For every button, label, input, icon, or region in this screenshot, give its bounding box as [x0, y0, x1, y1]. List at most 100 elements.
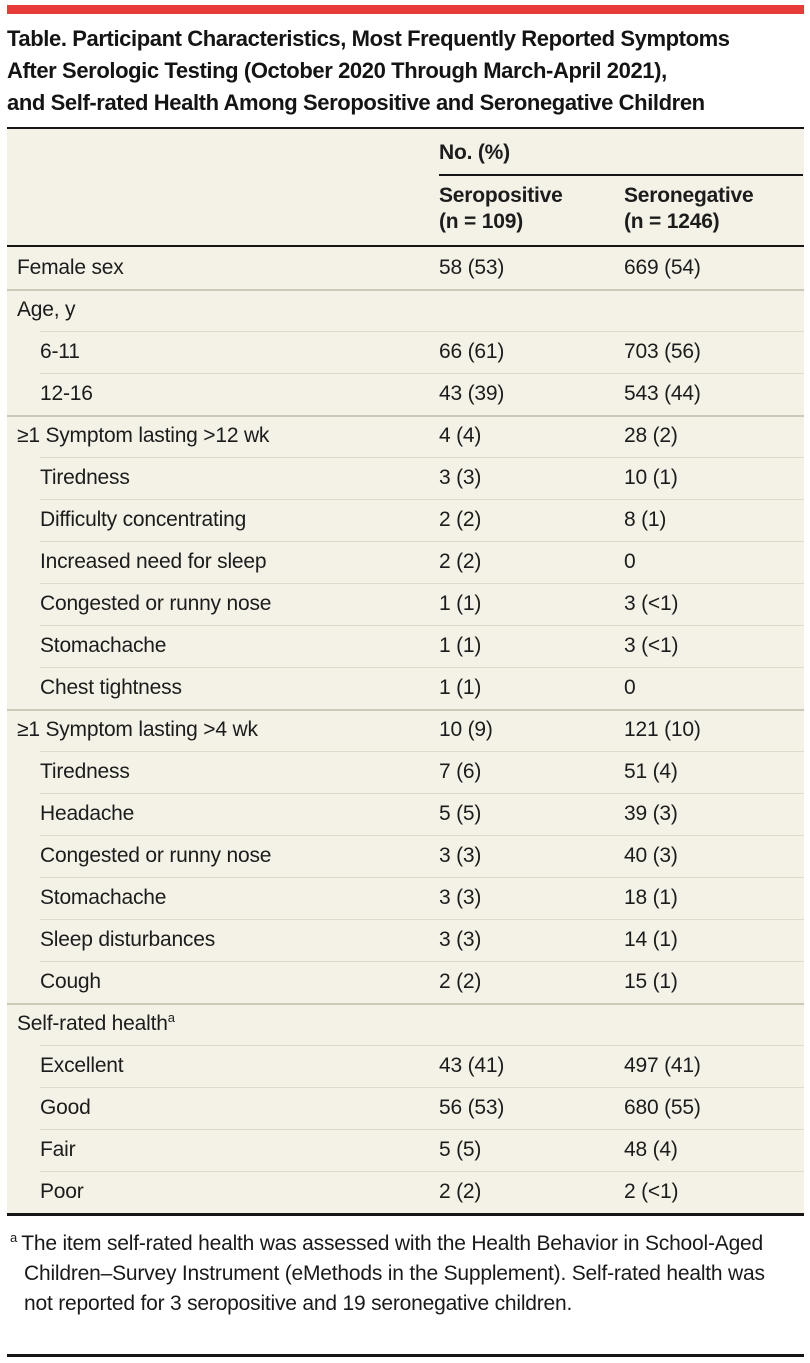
column-header-seronegative: Seronegative (n = 1246) [624, 176, 804, 245]
column-spanner: No. (%) [439, 129, 803, 176]
row-value: 703 (56) [624, 340, 701, 363]
row-label: Headache [40, 802, 135, 825]
table-title-line: After Serologic Testing (October 2020 Th… [7, 58, 667, 83]
table-row: Poor 2 (2) 2 (<1) [7, 1171, 804, 1213]
row-value: 2 (2) [439, 1180, 482, 1203]
footnote-text: The item self-rated health was assessed … [21, 1232, 765, 1315]
row-value: 43 (39) [439, 382, 505, 405]
row-value: 121 (10) [624, 718, 701, 741]
table-row: Difficulty concentrating 2 (2) 8 (1) [7, 499, 804, 541]
table-row: Self-rated healtha [7, 1003, 804, 1045]
row-value: 1 (1) [439, 592, 482, 615]
row-value: 680 (55) [624, 1096, 701, 1119]
table-body: Female sex 58 (53) 669 (54) Age, y 6-11 66 (6… [7, 247, 804, 1213]
table-row: 6-11 66 (61) 703 (56) [7, 331, 804, 373]
table-row: Congested or runny nose 1 (1) 3 (<1) [7, 583, 804, 625]
table-row: Cough 2 (2) 15 (1) [7, 961, 804, 1003]
table-footnote: a The item self-rated health was assessed… [10, 1229, 796, 1319]
bottom-divider-rule [7, 1354, 804, 1357]
journal-accent-bar [7, 5, 804, 14]
row-value: 3 (3) [439, 466, 482, 489]
table-row: Stomachache 3 (3) 18 (1) [7, 877, 804, 919]
row-value: 3 (3) [439, 928, 482, 951]
data-table: No. (%) Seropositive (n = 109) Seronegat… [7, 129, 804, 1216]
footnote-marker: a [10, 1230, 18, 1245]
row-value: 58 (53) [439, 256, 505, 279]
row-value: 18 (1) [624, 886, 678, 909]
row-label: Tiredness [40, 760, 130, 783]
row-value: 40 (3) [624, 844, 678, 867]
row-value: 0 [624, 676, 636, 699]
row-value: 543 (44) [624, 382, 701, 405]
row-label: Good [40, 1096, 91, 1119]
row-value: 669 (54) [624, 256, 701, 279]
header-empty-cell [7, 176, 439, 245]
row-value: 8 (1) [624, 508, 667, 531]
row-label: ≥1 Symptom lasting >4 wk [17, 718, 258, 741]
row-value: 39 (3) [624, 802, 678, 825]
row-value: 10 (1) [624, 466, 678, 489]
row-value: 497 (41) [624, 1054, 701, 1077]
row-value: 2 (2) [439, 508, 482, 531]
row-label: ≥1 Symptom lasting >12 wk [17, 424, 270, 447]
table-row: Fair 5 (5) 48 (4) [7, 1129, 804, 1171]
table-row: Increased need for sleep 2 (2) 0 [7, 541, 804, 583]
row-label: 12-16 [40, 382, 93, 405]
row-value: 3 (<1) [624, 634, 679, 657]
row-label: Self-rated healtha [17, 1010, 175, 1035]
row-value: 28 (2) [624, 424, 678, 447]
table-row: 12-16 43 (39) 543 (44) [7, 373, 804, 415]
row-label: 6-11 [40, 340, 80, 363]
table-title-line: and Self-rated Health Among Seropositive… [7, 90, 705, 115]
table-row: Good 56 (53) 680 (55) [7, 1087, 804, 1129]
row-value: 3 (3) [439, 886, 482, 909]
row-label: Female sex [17, 256, 124, 279]
footnote-marker: a [167, 1010, 175, 1025]
row-label: Chest tightness [40, 676, 182, 699]
row-value: 7 (6) [439, 760, 482, 783]
row-value: 56 (53) [439, 1096, 505, 1119]
table-row: Headache 5 (5) 39 (3) [7, 793, 804, 835]
table-row: ≥1 Symptom lasting >12 wk 4 (4) 28 (2) [7, 415, 804, 457]
row-value: 2 (<1) [624, 1180, 679, 1203]
row-value: 3 (3) [439, 844, 482, 867]
row-value: 5 (5) [439, 802, 482, 825]
row-label: Poor [40, 1180, 84, 1203]
row-value: 2 (2) [439, 550, 482, 573]
row-value: 2 (2) [439, 970, 482, 993]
table-row: Tiredness 3 (3) 10 (1) [7, 457, 804, 499]
table-row: Tiredness 7 (6) 51 (4) [7, 751, 804, 793]
column-header-line: Seronegative [624, 184, 754, 207]
row-label: Difficulty concentrating [40, 508, 247, 531]
row-value: 66 (61) [439, 340, 505, 363]
row-label: Sleep disturbances [40, 928, 216, 951]
column-header-line: (n = 1246) [624, 210, 720, 233]
row-label: Stomachache [40, 886, 167, 909]
row-label: Congested or runny nose [40, 592, 272, 615]
row-value: 14 (1) [624, 928, 678, 951]
table-title-line: Table. Participant Characteristics, Most… [7, 26, 730, 51]
row-label: Cough [40, 970, 101, 993]
row-label: Age, y [17, 298, 76, 321]
row-value: 51 (4) [624, 760, 678, 783]
row-value: 48 (4) [624, 1138, 678, 1161]
table-row: Age, y [7, 289, 804, 331]
row-label: Excellent [40, 1054, 124, 1077]
table-row: Chest tightness 1 (1) 0 [7, 667, 804, 709]
row-value: 1 (1) [439, 634, 482, 657]
row-value: 4 (4) [439, 424, 482, 447]
row-label: Stomachache [40, 634, 167, 657]
row-value: 3 (<1) [624, 592, 679, 615]
row-value: 10 (9) [439, 718, 493, 741]
table-row: Excellent 43 (41) 497 (41) [7, 1045, 804, 1087]
table-row: Sleep disturbances 3 (3) 14 (1) [7, 919, 804, 961]
row-label: Congested or runny nose [40, 844, 272, 867]
row-value: 0 [624, 550, 636, 573]
column-header-line: (n = 109) [439, 210, 523, 233]
table-row: Female sex 58 (53) 669 (54) [7, 247, 804, 289]
table-title: Table. Participant Characteristics, Most… [7, 23, 804, 119]
table-row: ≥1 Symptom lasting >4 wk 10 (9) 121 (10) [7, 709, 804, 751]
row-value: 43 (41) [439, 1054, 505, 1077]
table-row: Stomachache 1 (1) 3 (<1) [7, 625, 804, 667]
